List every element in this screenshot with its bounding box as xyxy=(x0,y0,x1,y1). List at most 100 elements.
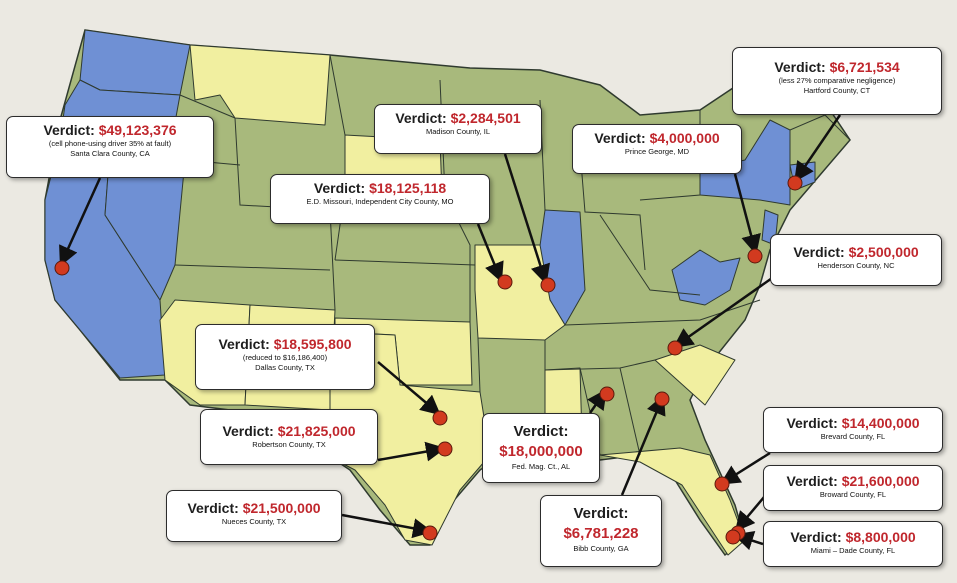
verdict-label: Verdict: xyxy=(793,244,845,260)
location-pin-icon xyxy=(787,175,803,191)
verdict-amount: $21,600,000 xyxy=(841,473,920,489)
verdict-county: Madison County, IL xyxy=(425,127,491,136)
verdict-amount: $49,123,376 xyxy=(98,122,177,138)
verdict-county: Robertson County, TX xyxy=(252,440,326,449)
location-pin-icon xyxy=(667,340,683,356)
verdict-arrow xyxy=(59,177,102,267)
verdict-label: Verdict: xyxy=(222,423,274,439)
verdict-box-missouri: Verdict: $18,125,118 E.D. Missouri, Inde… xyxy=(270,174,490,224)
verdict-heading: Verdict: $21,600,000 xyxy=(770,472,936,490)
verdict-county: Henderson County, NC xyxy=(817,261,895,270)
verdict-arrow xyxy=(476,223,504,283)
verdict-heading: Verdict: $21,500,000 xyxy=(173,499,335,517)
location-pin-icon xyxy=(432,410,448,426)
verdict-heading: Verdict: $18,125,118 xyxy=(277,179,483,197)
verdict-label: Verdict: xyxy=(594,130,646,146)
verdict-label: Verdict: xyxy=(774,59,826,75)
verdict-county: Prince George, MD xyxy=(624,147,690,156)
location-pin-icon xyxy=(54,260,70,276)
verdict-label: Verdict: xyxy=(218,336,270,352)
verdict-box-brevard: Verdict: $14,400,000 Brevard County, FL xyxy=(763,407,943,453)
verdict-arrow xyxy=(719,451,771,485)
verdict-arrow xyxy=(503,153,550,285)
verdict-box-broward: Verdict: $21,600,000 Broward County, FL xyxy=(763,465,943,511)
location-pin-icon xyxy=(540,277,556,293)
verdict-county: Nueces County, TX xyxy=(221,517,287,526)
verdict-label: Verdict: xyxy=(187,500,239,516)
verdict-arrow xyxy=(733,173,761,255)
location-pin-icon xyxy=(747,248,763,264)
verdict-heading: Verdict: $2,284,501 xyxy=(381,109,535,127)
verdict-arrow xyxy=(377,361,441,416)
verdict-heading: Verdict: $18,595,800 xyxy=(202,335,368,353)
verdict-arrow xyxy=(672,274,776,348)
verdict-box-prince-george: Verdict: $4,000,000 Prince George, MD xyxy=(572,124,742,174)
verdict-arrow xyxy=(620,394,666,496)
location-pin-icon xyxy=(725,529,741,545)
verdict-amount: $18,595,800 xyxy=(273,336,352,352)
verdict-amount: $6,721,534 xyxy=(829,59,900,75)
verdict-label: Verdict: xyxy=(513,423,569,440)
verdict-amount: $2,500,000 xyxy=(848,244,919,260)
verdict-label: Verdict: xyxy=(573,505,629,522)
verdict-county: Hartford County, CT xyxy=(803,86,871,95)
location-pin-icon xyxy=(422,525,438,541)
verdict-box-santa-clara: Verdict: $49,123,376 (cell phone-using d… xyxy=(6,116,214,178)
verdict-amount: $2,284,501 xyxy=(450,110,521,126)
verdict-note: (cell phone-using driver 35% at fault) xyxy=(48,139,172,148)
verdict-box-henderson: Verdict: $2,500,000 Henderson County, NC xyxy=(770,234,942,286)
verdict-box-robertson: Verdict: $21,825,000 Robertson County, T… xyxy=(200,409,378,465)
verdict-box-nueces: Verdict: $21,500,000 Nueces County, TX xyxy=(166,490,342,542)
verdict-county: E.D. Missouri, Independent City County, … xyxy=(306,197,454,206)
location-pin-icon xyxy=(714,476,730,492)
verdict-arrow xyxy=(377,441,446,462)
verdict-label: Verdict: xyxy=(395,110,447,126)
verdict-amount: $6,781,228 xyxy=(563,525,639,542)
verdict-amount: $18,000,000 xyxy=(499,443,583,460)
verdict-heading: Verdict: $49,123,376 xyxy=(13,121,207,139)
verdict-label: Verdict: xyxy=(790,529,842,545)
verdict-label: Verdict: xyxy=(43,122,95,138)
verdict-county: Santa Clara County, CA xyxy=(70,149,150,158)
verdict-label: Verdict: xyxy=(786,473,838,489)
verdict-box-alabama: Verdict: $18,000,000 Fed. Mag. Ct., AL xyxy=(482,413,600,483)
verdict-amount: $14,400,000 xyxy=(841,415,920,431)
verdict-amount: $18,125,118 xyxy=(369,180,447,196)
location-pin-icon xyxy=(497,274,513,290)
verdict-box-bibb: Verdict: $6,781,228 Bibb County, GA xyxy=(540,495,662,567)
verdict-arrow xyxy=(794,114,842,183)
verdict-heading: Verdict: $8,800,000 xyxy=(770,528,936,546)
verdict-note: (reduced to $16,186,400) xyxy=(242,353,328,362)
verdict-box-hartford: Verdict: $6,721,534 (less 27% comparativ… xyxy=(732,47,942,115)
verdict-label: Verdict: xyxy=(786,415,838,431)
verdict-heading: Verdict: $6,721,534 xyxy=(739,58,935,76)
verdict-note: (less 27% comparative negligence) xyxy=(778,76,896,85)
verdict-county: Broward County, FL xyxy=(819,490,887,499)
location-pin-icon xyxy=(654,391,670,407)
verdict-heading: Verdict: $21,825,000 xyxy=(207,422,371,440)
verdict-amount: $21,500,000 xyxy=(242,500,321,516)
verdict-box-dallas: Verdict: $18,595,800 (reduced to $16,186… xyxy=(195,324,375,390)
state-south-carolina xyxy=(654,344,736,406)
verdict-amount: $21,825,000 xyxy=(277,423,356,439)
verdict-heading: Verdict: $2,500,000 xyxy=(777,243,935,261)
verdict-county: Miami – Dade County, FL xyxy=(810,546,896,555)
state-west-virginia xyxy=(671,249,741,306)
location-pin-icon xyxy=(599,386,615,402)
location-pin-icon xyxy=(437,441,453,457)
pin-layer xyxy=(54,175,803,545)
verdict-county: Dallas County, TX xyxy=(255,363,315,372)
verdict-arrow xyxy=(341,513,433,539)
verdict-county: Brevard County, FL xyxy=(820,432,886,441)
verdict-box-miami-dade: Verdict: $8,800,000 Miami – Dade County,… xyxy=(763,521,943,567)
verdict-amount: $4,000,000 xyxy=(649,130,720,146)
verdict-heading: Verdict: $4,000,000 xyxy=(579,129,735,147)
verdict-label: Verdict: xyxy=(313,180,366,196)
verdict-county: Bibb County, GA xyxy=(573,544,629,553)
verdict-amount: $8,800,000 xyxy=(845,529,916,545)
verdict-box-madison: Verdict: $2,284,501 Madison County, IL xyxy=(374,104,542,154)
arrow-layer xyxy=(59,114,842,551)
verdict-county: Fed. Mag. Ct., AL xyxy=(511,462,571,471)
state-washington xyxy=(79,29,191,96)
verdict-heading: Verdict: $14,400,000 xyxy=(770,414,936,432)
